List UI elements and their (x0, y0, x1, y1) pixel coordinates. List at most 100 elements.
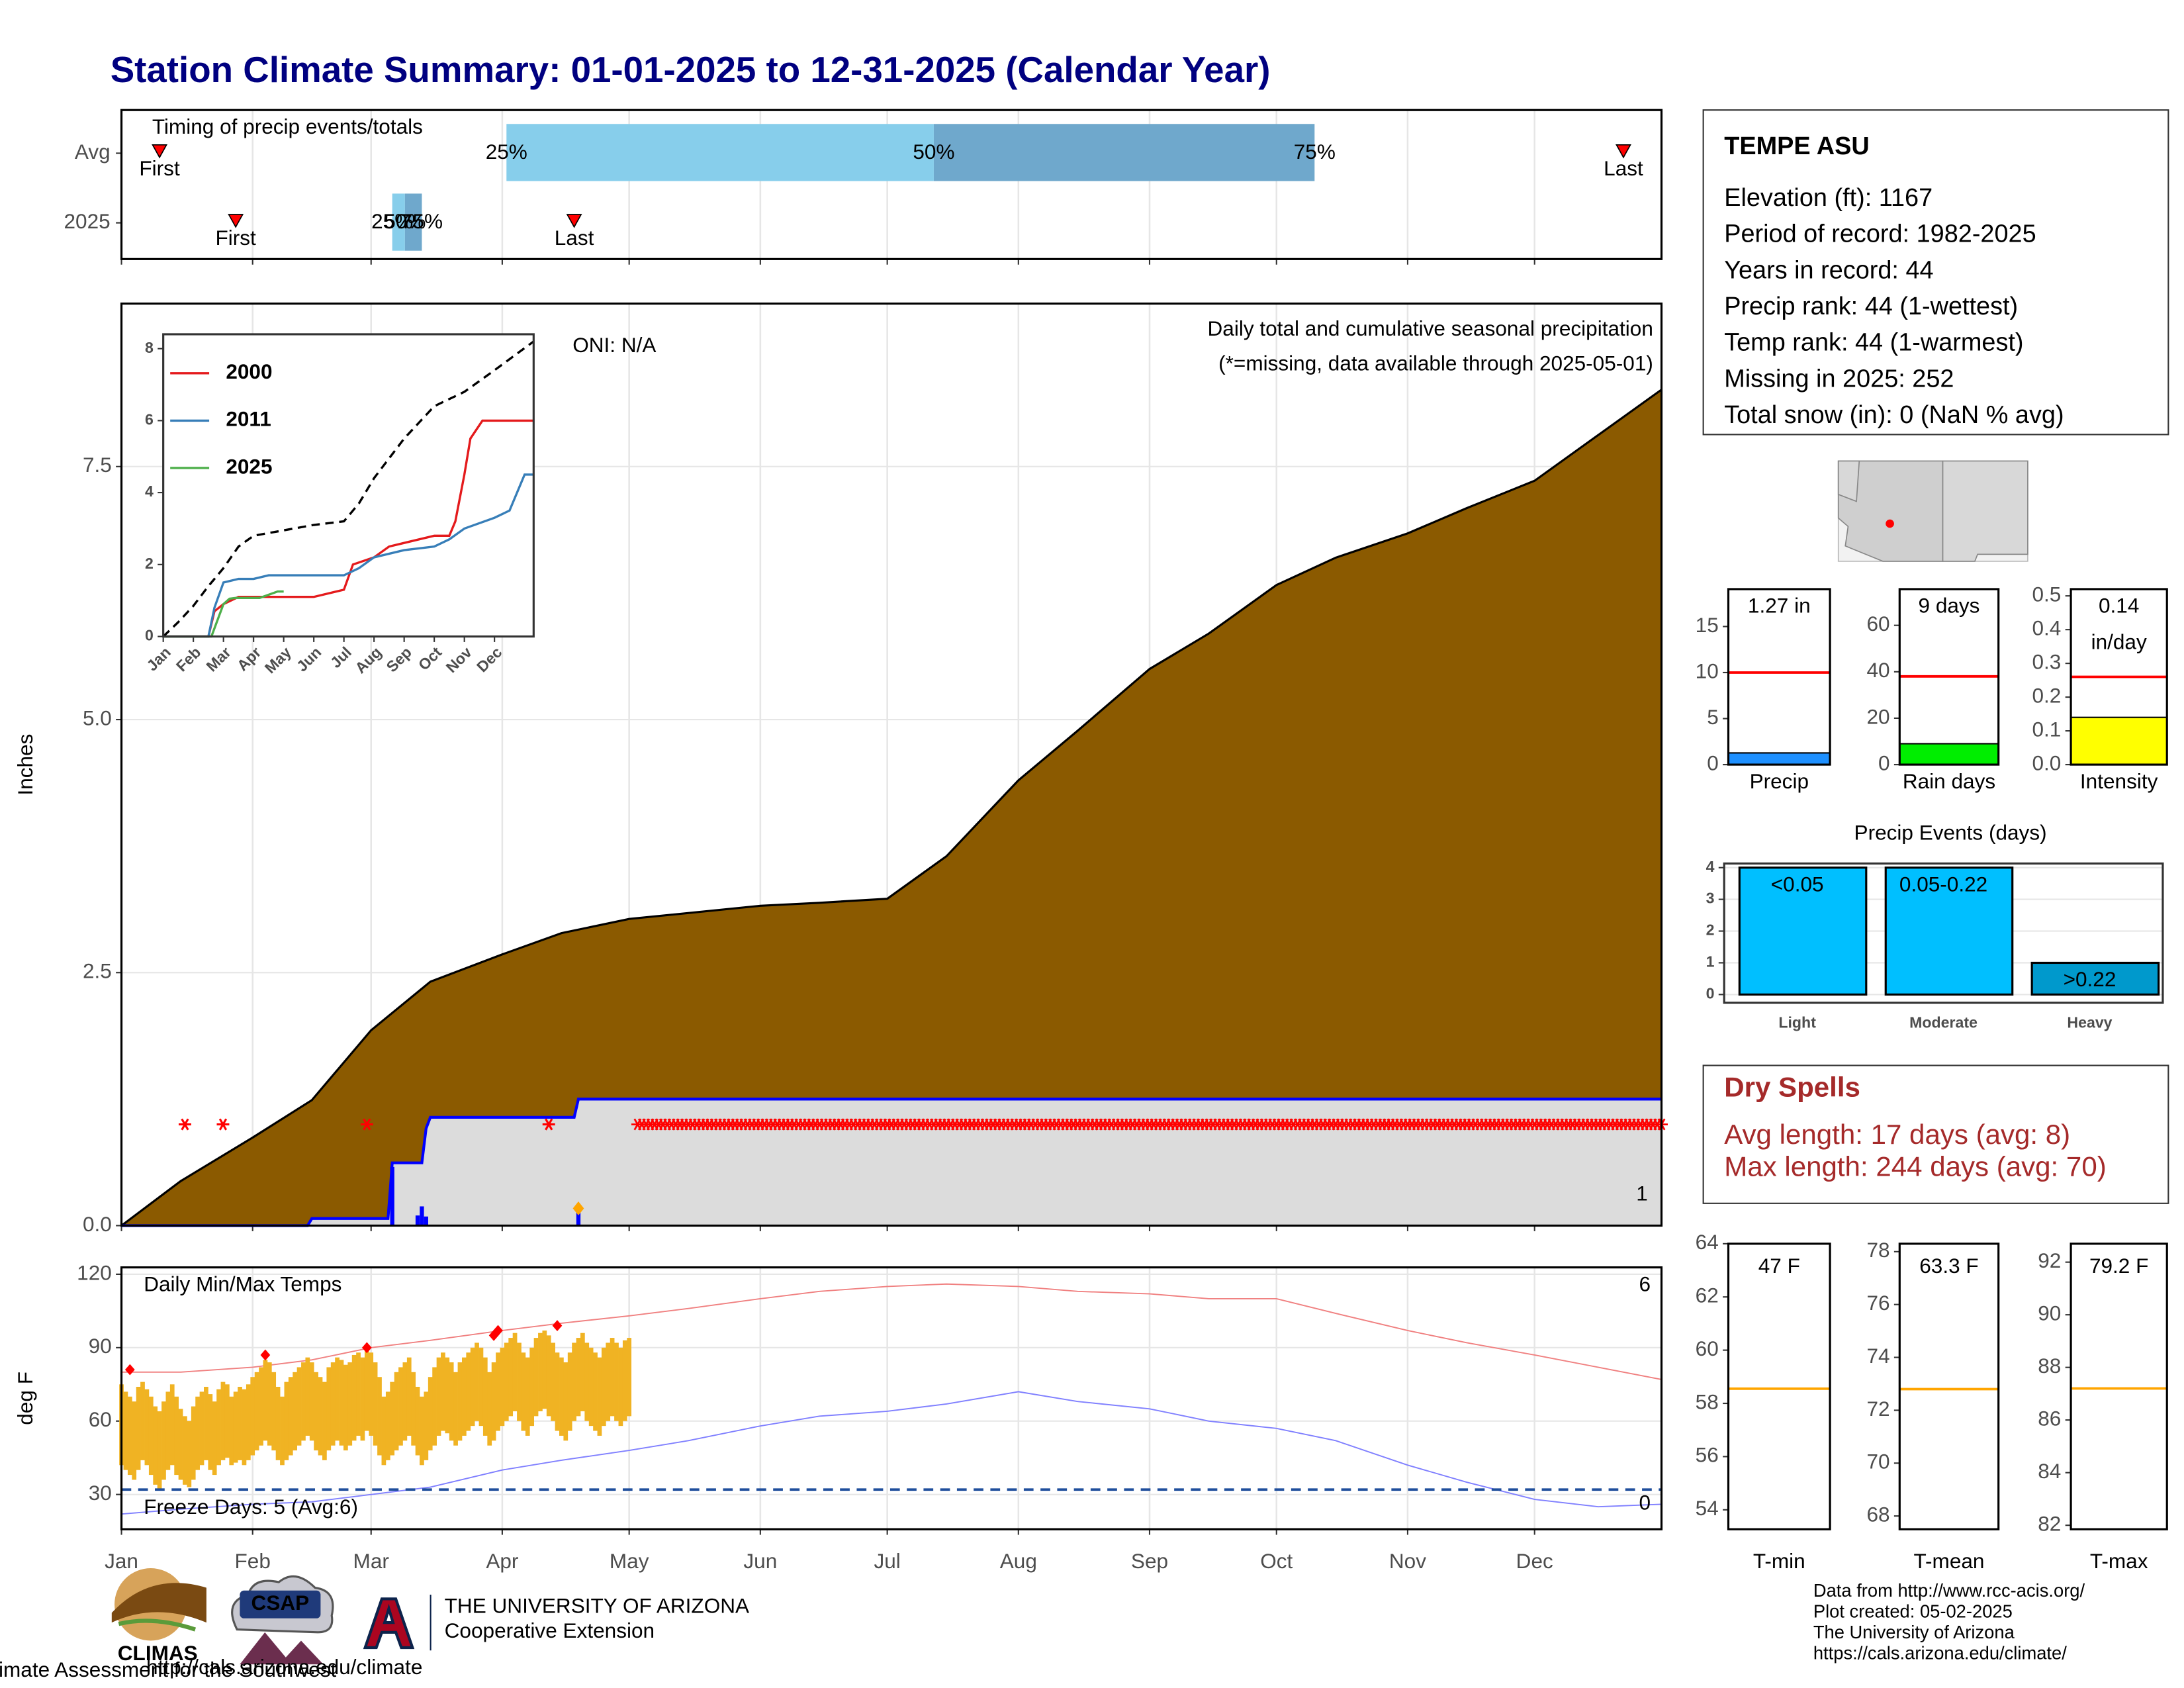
count-low: 0 (1639, 1491, 1651, 1515)
temp-bar (457, 1362, 463, 1441)
plot-frame (2070, 1243, 2168, 1530)
y-tick-label: 62 (1696, 1284, 1719, 1307)
legend-label: 2000 (226, 359, 272, 383)
temp-bar (208, 1394, 213, 1470)
temp-bar (538, 1333, 543, 1411)
inset-background (163, 334, 534, 637)
y-tick-label: 6 (145, 411, 154, 428)
temp-bar (627, 1338, 632, 1417)
count-high: 6 (1639, 1272, 1651, 1295)
value-label: 47 F (1758, 1254, 1800, 1278)
temp-bar (508, 1338, 514, 1417)
panel-title: Timing of precip events/totals (152, 115, 423, 138)
y-tick-label: 5 (1707, 705, 1719, 729)
temp-bar (385, 1391, 390, 1460)
temp-bar (559, 1357, 564, 1436)
temp-bar (542, 1330, 547, 1409)
y-tick-label: 54 (1696, 1496, 1719, 1520)
percentile-label: 25% (371, 209, 413, 233)
page-title: Station Climate Summary: 01-01-2025 to 1… (111, 49, 1271, 90)
temp-bar (140, 1382, 145, 1460)
y-tick-label: 0 (1707, 751, 1719, 774)
temp-bar (229, 1396, 234, 1466)
percentile-label: 75% (1294, 140, 1336, 164)
temp-bar (216, 1389, 221, 1466)
temp-bar (521, 1352, 526, 1431)
annotation: ONI: N/A (572, 333, 656, 357)
temp-bar (343, 1364, 348, 1451)
y-tick-label: 88 (2038, 1354, 2061, 1378)
temp-bar (369, 1352, 374, 1436)
y-tick-label: 0.4 (2032, 616, 2061, 639)
footer-line: https://cals.arizona.edu/climate/ (1813, 1643, 2067, 1664)
chart-subtitle: (*=missing, data available through 2025-… (1218, 352, 1653, 375)
logos: CLIMAS Climate Assessment for the Southw… (0, 1568, 749, 1681)
y-tick-label: 84 (2038, 1459, 2061, 1483)
temp-bar (250, 1377, 255, 1456)
x-tick-label: Apr (486, 1549, 518, 1573)
ua-logo: Cooperative Extension (445, 1618, 655, 1642)
temp-bar (567, 1352, 572, 1431)
temp-bar (364, 1347, 369, 1431)
csap-mountains (240, 1632, 324, 1665)
temp-bar (470, 1347, 475, 1427)
percentile-bar (392, 193, 405, 251)
temp-bar (546, 1335, 551, 1417)
y-tick-label: 60 (89, 1407, 112, 1431)
temp-bar (275, 1387, 281, 1460)
temp-bar (246, 1384, 251, 1460)
cumulative-area (121, 389, 1662, 1226)
temp-bar (293, 1372, 298, 1451)
temp-bar (335, 1357, 340, 1441)
last-label: Last (555, 226, 594, 250)
missing-marker (178, 1118, 191, 1131)
percentile-bar (506, 124, 934, 181)
missing-marker (360, 1118, 373, 1131)
y-tick-label: 92 (2038, 1248, 2061, 1272)
percentile-bar (404, 193, 422, 251)
temp-bar (263, 1360, 268, 1441)
annotation: Freeze Days: 5 (Avg:6) (144, 1495, 358, 1519)
y-tick-label: 15 (1696, 613, 1719, 637)
y-tick-label: 0.3 (2032, 649, 2061, 673)
footer-line: Plot created: 05-02-2025 (1813, 1601, 2013, 1622)
temp-bar (584, 1342, 590, 1421)
temp-bar (606, 1342, 611, 1421)
dry-spells-line: Avg length: 17 days (avg: 8) (1724, 1119, 2070, 1150)
plot-frame (162, 333, 535, 638)
x-tick-label: Mar (353, 1549, 389, 1573)
temp-bar (148, 1396, 154, 1476)
percentile-bar (933, 124, 1315, 181)
dry-spells-box (1702, 1064, 2169, 1204)
y-tick-label: 56 (1696, 1443, 1719, 1467)
temp-bar (220, 1382, 226, 1460)
temp-bar (614, 1342, 619, 1421)
station-line: Precip rank: 44 (1-wettest) (1724, 293, 2018, 320)
temp-bar (356, 1352, 361, 1436)
temp-bar (259, 1367, 263, 1446)
x-tick-label: Aug (1000, 1549, 1037, 1573)
daily-bar (576, 1209, 581, 1226)
y-tick-label: 3 (1706, 890, 1715, 907)
missing-range (631, 1118, 1668, 1131)
plot-frame (1723, 862, 2164, 1004)
temp-bar (482, 1357, 488, 1436)
temp-bar (169, 1384, 175, 1466)
y-tick-label: 20 (1866, 704, 1889, 728)
x-tick-label: Light (1778, 1014, 1816, 1031)
y-tick-label: 72 (1866, 1397, 1889, 1421)
x-tick-label: Heavy (2067, 1014, 2112, 1031)
plot-background (2071, 1243, 2167, 1530)
legend-label: 2011 (226, 407, 271, 431)
temp-bar (330, 1362, 336, 1446)
map-state (1837, 460, 1860, 502)
temp-bar (339, 1360, 344, 1446)
station-box (1702, 109, 2169, 436)
x-tick-label: Jul (874, 1549, 900, 1573)
y-tick-label: 0 (1878, 751, 1890, 774)
record-marker (493, 1325, 503, 1336)
temp-bar (597, 1357, 602, 1436)
y-tick-label: 58 (1696, 1389, 1719, 1413)
temp-bar (402, 1362, 408, 1441)
